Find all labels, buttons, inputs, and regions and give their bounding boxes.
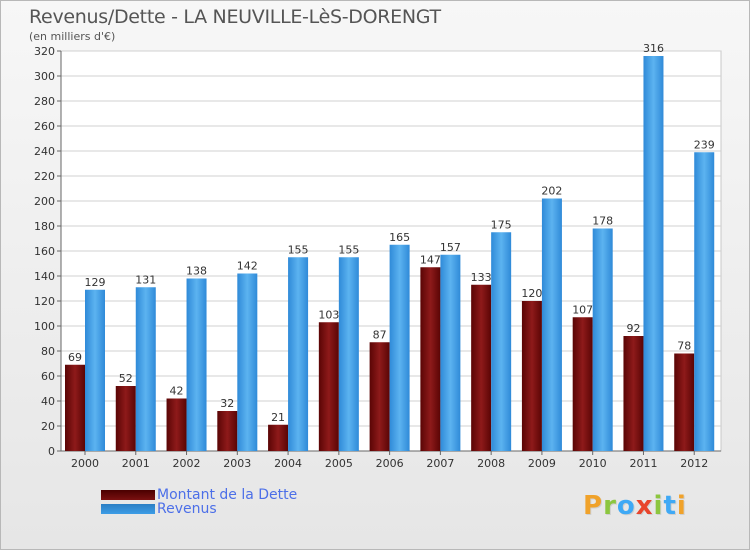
- x-tick-label: 2012: [680, 457, 708, 470]
- data-label-dette: 103: [318, 308, 339, 321]
- chart-subtitle: (en milliers d'€): [29, 30, 116, 43]
- y-tick-label: 200: [34, 195, 55, 208]
- data-label-dette: 69: [68, 351, 82, 364]
- bar-revenus: [85, 289, 105, 451]
- bar-revenus: [389, 244, 410, 451]
- y-tick-label: 220: [34, 170, 55, 183]
- x-tick-label: 2008: [477, 457, 505, 470]
- y-tick-label: 300: [34, 70, 55, 83]
- x-tick-label: 2002: [173, 457, 201, 470]
- y-tick-label: 140: [34, 270, 55, 283]
- y-tick-label: 180: [34, 220, 55, 233]
- bar-revenus: [237, 273, 258, 451]
- bar-dette: [318, 322, 339, 451]
- x-tick-label: 2007: [426, 457, 454, 470]
- legend-label-dette: Montant de la Dette: [157, 487, 298, 503]
- bar-dette: [420, 267, 441, 451]
- y-tick-label: 80: [41, 345, 55, 358]
- data-label-dette: 87: [373, 328, 387, 341]
- data-label-dette: 52: [119, 372, 133, 385]
- data-label-revenus: 239: [694, 138, 715, 151]
- data-label-dette: 120: [521, 287, 542, 300]
- bar-revenus: [288, 257, 309, 451]
- bar-dette: [115, 386, 136, 451]
- data-label-revenus: 138: [186, 265, 207, 278]
- x-tick-label: 2000: [71, 457, 99, 470]
- data-label-revenus: 202: [541, 185, 562, 198]
- data-label-revenus: 129: [85, 276, 106, 289]
- data-label-dette: 32: [220, 397, 234, 410]
- y-tick-label: 280: [34, 95, 55, 108]
- x-tick-label: 2003: [223, 457, 251, 470]
- chart-title: Revenus/Dette - LA NEUVILLE-LèS-DORENGT: [29, 6, 441, 28]
- legend-item-dette: Montant de la Dette: [101, 487, 297, 503]
- x-tick-label: 2009: [528, 457, 556, 470]
- data-label-revenus: 142: [237, 260, 258, 273]
- bar-revenus: [541, 198, 562, 451]
- bar-revenus: [338, 257, 359, 451]
- data-label-revenus: 157: [440, 241, 461, 254]
- y-tick-label: 60: [41, 370, 55, 383]
- bar-dette: [369, 342, 390, 451]
- bar-revenus: [643, 56, 664, 451]
- bar-dette: [623, 336, 644, 451]
- data-label-revenus: 178: [592, 215, 613, 228]
- y-tick-label: 120: [34, 295, 55, 308]
- data-label-dette: 92: [626, 322, 640, 335]
- y-tick-label: 160: [34, 245, 55, 258]
- y-tick-label: 20: [41, 420, 55, 433]
- y-tick-label: 40: [41, 395, 55, 408]
- y-tick-label: 320: [34, 45, 55, 58]
- y-tick-label: 0: [48, 445, 55, 458]
- data-label-dette: 21: [271, 411, 285, 424]
- legend-swatch-revenus: [101, 504, 155, 514]
- x-tick-label: 2005: [325, 457, 353, 470]
- data-label-dette: 42: [170, 385, 184, 398]
- bar-revenus: [592, 228, 613, 451]
- data-label-revenus: 155: [338, 243, 359, 256]
- x-tick-label: 2010: [579, 457, 607, 470]
- x-tick-label: 2006: [376, 457, 404, 470]
- y-tick-label: 240: [34, 145, 55, 158]
- data-label-revenus: 131: [135, 273, 156, 286]
- legend-label-revenus: Revenus: [157, 501, 217, 517]
- proxiti-logo: Proxiti: [583, 491, 687, 521]
- bar-dette: [217, 411, 238, 451]
- bar-revenus: [440, 254, 461, 451]
- bar-revenus: [694, 152, 715, 451]
- data-label-revenus: 175: [491, 218, 512, 231]
- data-label-revenus: 316: [643, 42, 664, 55]
- bar-revenus: [491, 232, 512, 451]
- y-tick-label: 100: [34, 320, 55, 333]
- legend-swatch-dette: [101, 490, 155, 500]
- x-tick-label: 2004: [274, 457, 302, 470]
- bar-dette: [572, 317, 593, 451]
- x-tick-label: 2001: [122, 457, 150, 470]
- bar-revenus: [186, 278, 207, 451]
- bar-dette: [65, 364, 85, 451]
- bar-dette: [471, 284, 492, 451]
- bar-dette: [521, 301, 542, 451]
- x-tick-label: 2011: [629, 457, 657, 470]
- data-label-dette: 147: [420, 253, 441, 266]
- bar-dette: [166, 398, 187, 451]
- bar-dette: [674, 353, 695, 451]
- data-label-revenus: 165: [389, 231, 410, 244]
- data-label-dette: 78: [677, 340, 691, 353]
- data-label-dette: 107: [572, 303, 593, 316]
- data-label-dette: 133: [471, 271, 492, 284]
- data-label-revenus: 155: [288, 243, 309, 256]
- y-tick-label: 260: [34, 120, 55, 133]
- bar-dette: [268, 424, 289, 451]
- bar-revenus: [135, 287, 156, 451]
- legend-item-revenus: Revenus: [101, 501, 217, 517]
